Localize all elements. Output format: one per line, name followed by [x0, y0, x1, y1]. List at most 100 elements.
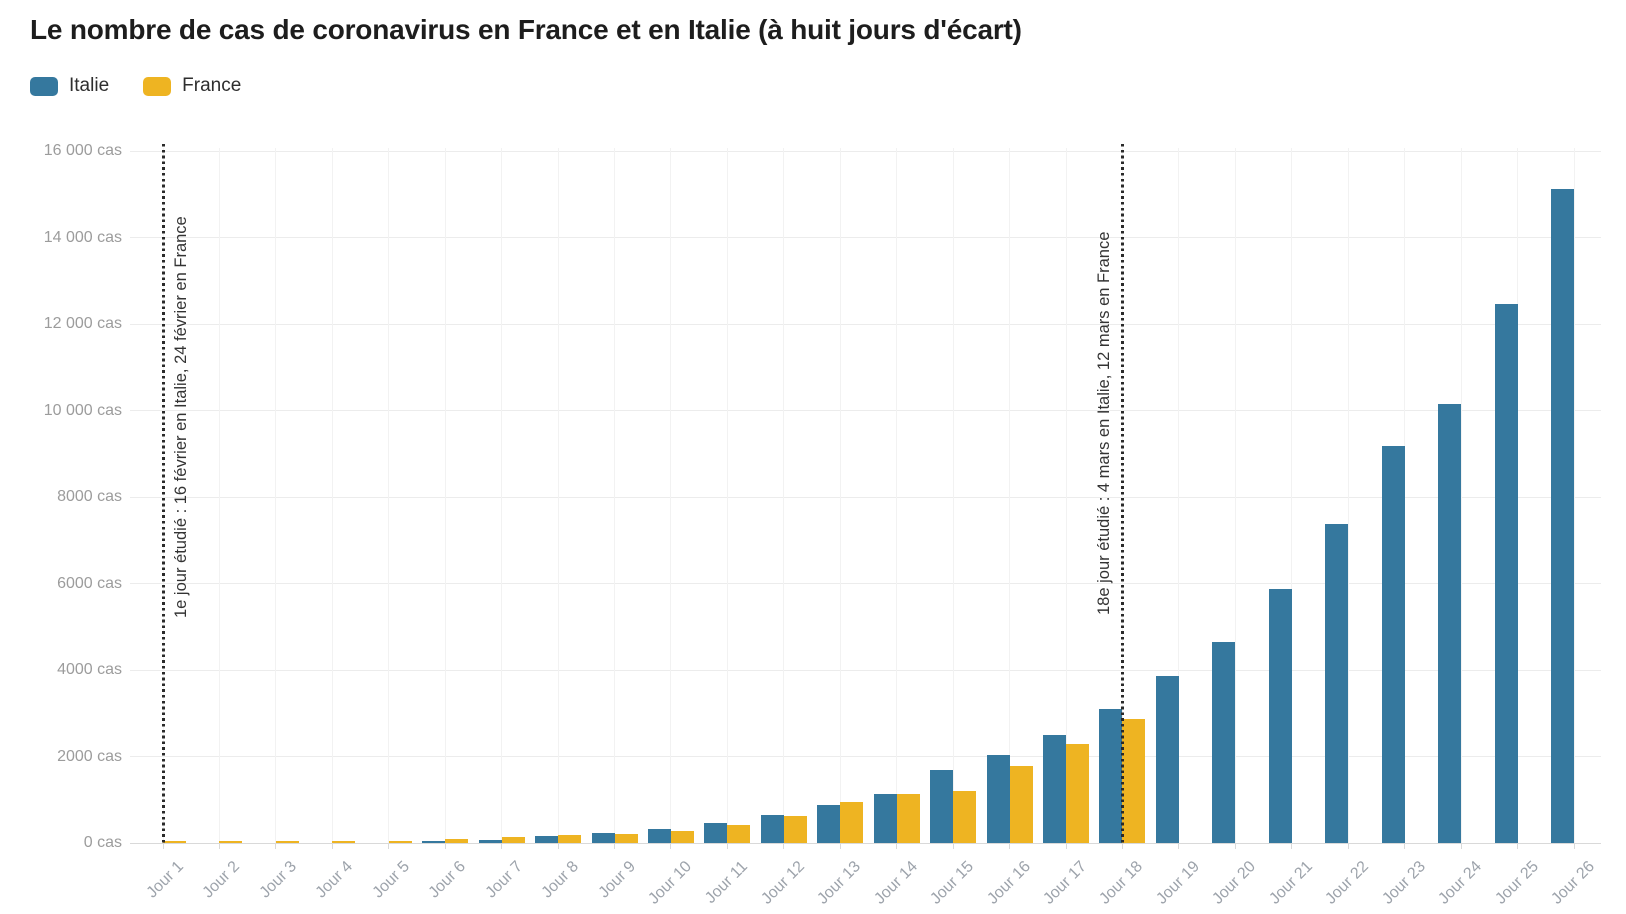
x-axis-tick-2	[218, 843, 220, 849]
x-axis-tick-11	[726, 843, 728, 849]
legend-item-france: France	[143, 75, 241, 97]
bar-italie-jour-15[interactable]	[930, 769, 954, 843]
y-gridline-6000	[130, 583, 1601, 584]
bar-italie-jour-8[interactable]	[535, 836, 559, 843]
chart-title: Le nombre de cas de coronavirus en Franc…	[30, 14, 1022, 45]
bar-italie-jour-20[interactable]	[1212, 642, 1236, 843]
y-gridline-12000	[130, 323, 1601, 325]
bar-france-jour-5[interactable]	[388, 840, 412, 843]
bar-france-jour-3[interactable]	[275, 841, 299, 843]
y-gridline-10000	[130, 410, 1601, 411]
bar-france-jour-11[interactable]	[727, 824, 751, 843]
bar-france-jour-6[interactable]	[445, 838, 469, 843]
annotation-text-jour-1: 1e jour étudié : 16 février en Italie, 2…	[172, 216, 190, 618]
x-axis-tick-22	[1347, 843, 1349, 849]
bar-france-jour-4[interactable]	[332, 841, 356, 843]
x-axis-tick-13	[839, 843, 841, 849]
bar-italie-jour-14[interactable]	[873, 794, 897, 843]
bar-italie-jour-21[interactable]	[1268, 588, 1292, 843]
bar-italie-jour-16[interactable]	[986, 754, 1010, 843]
x-axis-tick-14	[896, 843, 898, 849]
y-axis-label-16000: 16 000 cas	[43, 142, 122, 159]
legend-swatch-france	[143, 76, 172, 96]
x-axis-tick-3	[275, 843, 277, 849]
x-axis-tick-23	[1404, 843, 1406, 849]
y-axis-label-2000: 2000 cas	[57, 747, 122, 765]
legend-label-france: France	[182, 75, 242, 96]
x-axis-tick-20	[1234, 843, 1236, 849]
v-gridline-21	[1291, 148, 1293, 843]
bar-italie-jour-23[interactable]	[1381, 446, 1405, 843]
x-axis-tick-17	[1065, 843, 1067, 849]
bar-france-jour-15[interactable]	[953, 790, 977, 843]
v-gridline-12	[783, 148, 785, 843]
bar-france-jour-18[interactable]	[1122, 718, 1146, 843]
bar-france-jour-8[interactable]	[558, 834, 582, 843]
x-axis-tick-25	[1517, 843, 1519, 849]
x-axis-tick-19	[1178, 843, 1180, 849]
chart-legend: Italie France	[30, 75, 241, 97]
v-gridline-6	[444, 148, 446, 843]
bar-italie-jour-18[interactable]	[1099, 709, 1123, 843]
legend-item-italie: Italie	[30, 75, 109, 97]
bar-france-jour-12[interactable]	[783, 816, 807, 843]
x-axis-label-jour-1: Jour 1	[143, 858, 188, 902]
v-gridline-13	[839, 148, 841, 843]
y-gridline-8000	[130, 496, 1601, 498]
bar-italie-jour-9[interactable]	[591, 833, 615, 843]
bar-italie-jour-13[interactable]	[817, 804, 841, 843]
v-gridline-2	[218, 148, 220, 843]
annotation-line-jour-18	[1120, 144, 1124, 843]
bar-italie-jour-12[interactable]	[760, 814, 784, 843]
y-axis-label-6000: 6000 cas	[57, 574, 122, 592]
bar-france-jour-2[interactable]	[219, 841, 243, 843]
v-gridline-17	[1065, 148, 1067, 843]
bar-italie-jour-17[interactable]	[1043, 734, 1067, 843]
v-gridline-5	[388, 148, 390, 843]
bar-italie-jour-6[interactable]	[422, 841, 446, 843]
v-gridline-10	[670, 148, 672, 843]
bar-france-jour-10[interactable]	[670, 830, 694, 843]
v-gridline-24	[1460, 148, 1462, 843]
legend-label-italie: Italie	[69, 75, 110, 96]
v-gridline-14	[896, 148, 898, 843]
bar-italie-jour-7[interactable]	[478, 839, 502, 843]
x-axis-tick-4	[331, 843, 333, 849]
bar-france-jour-1[interactable]	[163, 841, 186, 843]
bar-france-jour-7[interactable]	[501, 837, 525, 843]
x-axis-tick-15	[952, 843, 954, 849]
v-gridline-11	[726, 148, 728, 843]
v-gridline-7	[501, 148, 503, 843]
bar-italie-jour-24[interactable]	[1438, 404, 1462, 843]
x-axis-tick-12	[783, 843, 785, 849]
x-axis-tick-7	[501, 843, 503, 849]
bar-france-jour-13[interactable]	[840, 801, 864, 843]
bar-italie-jour-22[interactable]	[1325, 524, 1349, 843]
v-gridline-19	[1178, 148, 1180, 843]
bar-italie-jour-26[interactable]	[1551, 189, 1574, 843]
bar-italie-jour-19[interactable]	[1155, 676, 1179, 843]
x-axis-tick-16	[1009, 843, 1011, 849]
bar-france-jour-9[interactable]	[614, 833, 638, 843]
x-axis-tick-6	[444, 843, 446, 849]
y-axis-label-12000: 12 000 cas	[43, 315, 122, 332]
v-gridline-20	[1234, 148, 1236, 843]
bar-italie-jour-11[interactable]	[704, 823, 728, 843]
bar-italie-jour-10[interactable]	[647, 829, 671, 843]
v-gridline-25	[1517, 148, 1519, 843]
y-gridline-16000	[130, 150, 1601, 152]
v-gridline-16	[1009, 148, 1011, 843]
bar-france-jour-16[interactable]	[1009, 765, 1033, 843]
y-axis-label-8000: 8000 cas	[57, 488, 122, 505]
bar-italie-jour-25[interactable]	[1494, 304, 1518, 843]
y-axis-label-10000: 10 000 cas	[43, 401, 122, 419]
v-gridline-23	[1404, 148, 1406, 843]
y-gridline-0	[130, 842, 1601, 844]
v-gridline-15	[952, 148, 954, 843]
x-axis-tick-1	[162, 843, 164, 849]
bar-france-jour-17[interactable]	[1066, 744, 1090, 843]
v-gridline-26	[1573, 148, 1575, 843]
bar-france-jour-14[interactable]	[896, 794, 920, 843]
